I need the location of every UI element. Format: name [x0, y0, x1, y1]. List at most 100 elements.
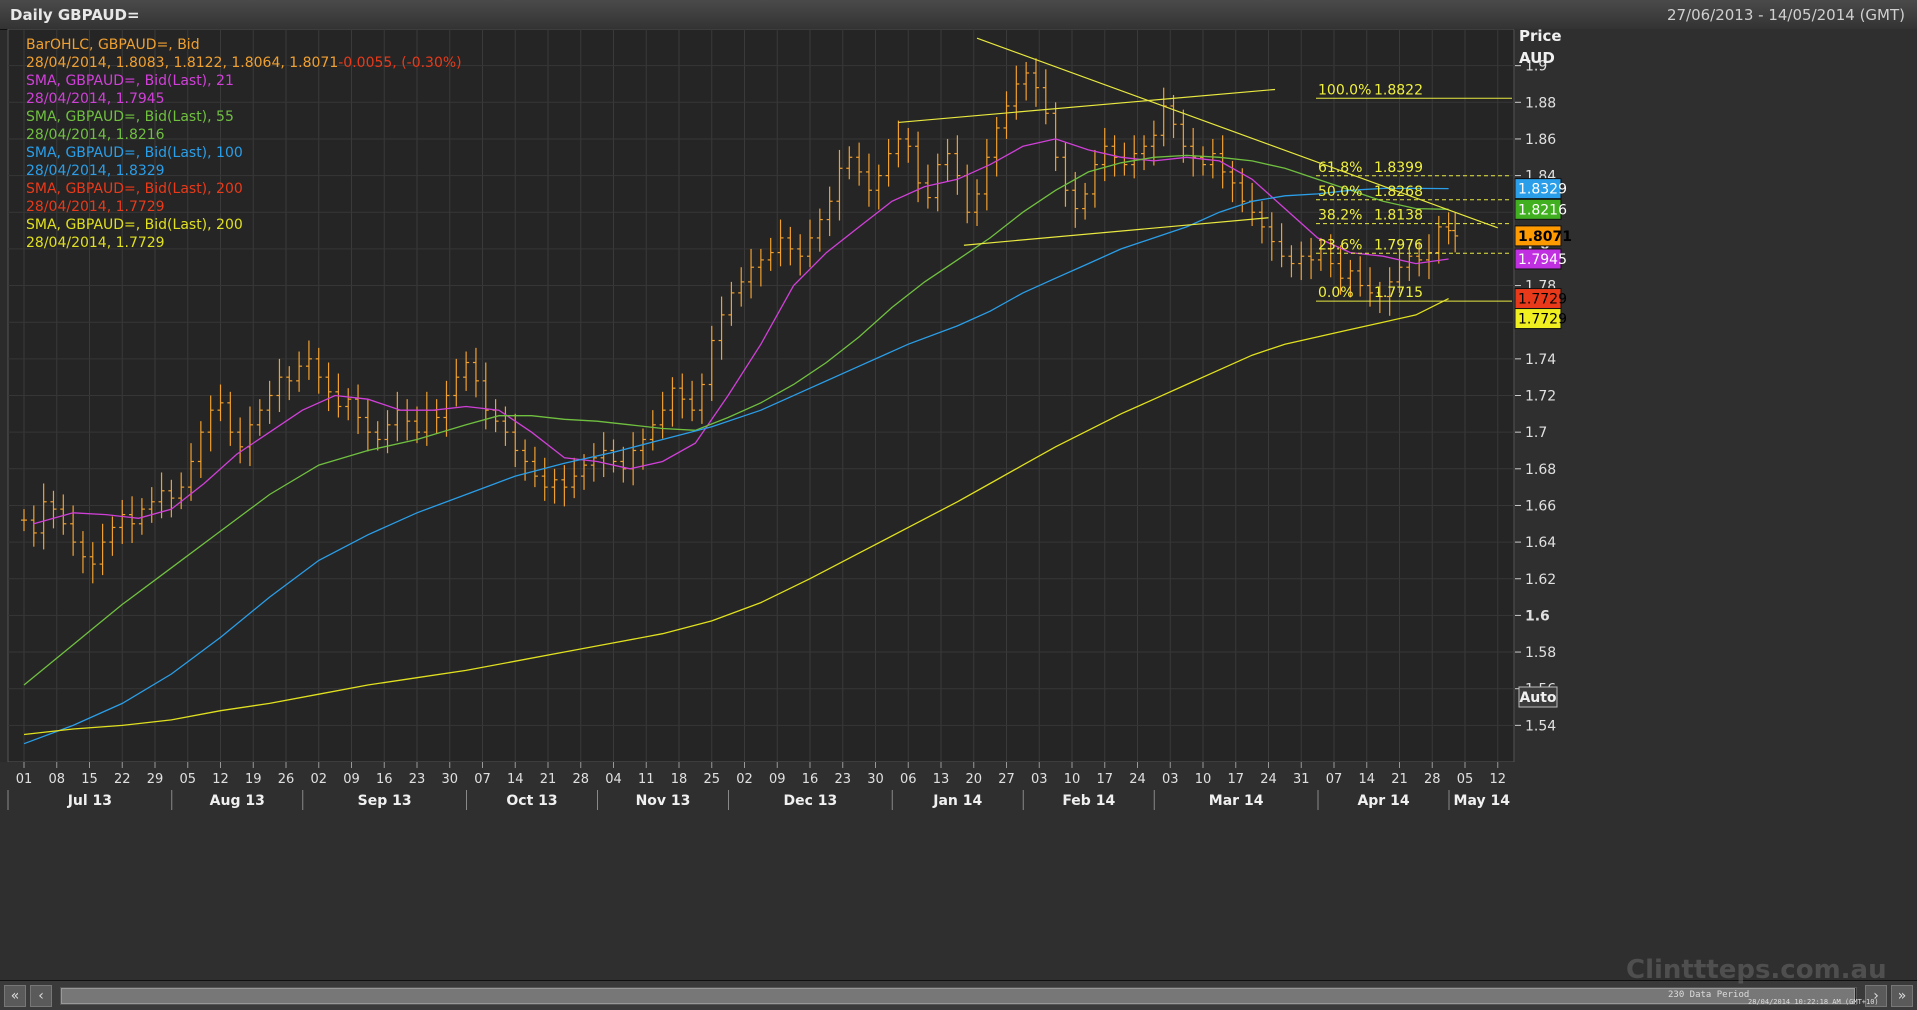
x-day-label: 11 — [638, 772, 655, 787]
x-month-label: Mar 14 — [1209, 793, 1264, 809]
legend-name: SMA, GBPAUD=, Bid(Last), 200 — [26, 217, 243, 233]
x-day-label: 08 — [48, 772, 65, 787]
x-day-label: 23 — [834, 772, 851, 787]
x-month-label: Feb 14 — [1062, 793, 1115, 809]
price-axis-unit: AUD — [1519, 49, 1555, 67]
legend-value: 28/04/2014, 1.8329 — [26, 163, 165, 179]
fib-label: 23.6% — [1318, 237, 1362, 253]
x-month-label: Aug 13 — [210, 793, 265, 809]
x-day-label: 02 — [310, 772, 327, 787]
sma-series-line — [23, 298, 1449, 736]
time-scrollbar[interactable]: « ‹ › » 230 Data Period 28/04/2014 10:22… — [0, 980, 1917, 1010]
price-tag — [1514, 308, 1562, 330]
auto-button[interactable]: Auto — [1518, 686, 1558, 708]
fib-value: 1.8822 — [1374, 82, 1423, 98]
x-day-label: 09 — [769, 772, 786, 787]
x-day-label: 27 — [998, 772, 1015, 787]
legend-name: SMA, GBPAUD=, Bid(Last), 55 — [26, 109, 234, 125]
fibonacci-levels: 100.0%1.882261.8%1.839950.0%1.826838.2%1… — [1316, 82, 1512, 302]
x-day-label: 29 — [147, 772, 164, 787]
sma-series-line — [33, 138, 1449, 525]
y-tick-label: 1.6 — [1525, 608, 1550, 624]
x-month-label: Jan 14 — [932, 793, 982, 809]
x-day-label: 17 — [1227, 772, 1244, 787]
grid-lines — [8, 29, 1514, 762]
x-day-label: 30 — [441, 772, 458, 787]
data-period-status: 230 Data Period — [1668, 990, 1750, 1000]
y-tick-label: 1.74 — [1525, 352, 1556, 368]
fib-label: 61.8% — [1318, 160, 1362, 176]
sma-series-line — [23, 154, 1449, 686]
sma-series-line — [23, 187, 1449, 745]
x-tick-labels: 01 08 15 22 29 05 12 19 26 02 09 16 23 30 07 14 21 28 04 11… — [7, 762, 1511, 810]
x-day-label: 13 — [933, 772, 950, 787]
time-axis — [0, 762, 1917, 980]
price-chart[interactable]: 1.541.561.581.61.621.641.661.681.71.721.… — [0, 29, 1917, 980]
x-day-label: 02 — [736, 772, 753, 787]
x-day-label: 26 — [278, 772, 295, 787]
price-axis — [1515, 29, 1917, 789]
scroll-prev-button[interactable]: ‹ — [30, 985, 52, 1007]
x-day-label: 20 — [965, 772, 982, 787]
price-tag — [1514, 198, 1562, 220]
y-tick-label: 1.7 — [1525, 425, 1547, 441]
x-day-label: 12 — [1489, 772, 1506, 787]
x-day-label: 21 — [540, 772, 557, 787]
x-day-label: 09 — [343, 772, 360, 787]
price-tag-label: 1.7729 — [1518, 292, 1567, 308]
price-tag — [1514, 178, 1562, 200]
price-tag — [1514, 225, 1562, 247]
x-day-label: 19 — [245, 772, 262, 787]
price-axis-title: Price — [1519, 29, 1562, 45]
fib-value: 1.7976 — [1374, 237, 1423, 253]
x-day-label: 28 — [572, 772, 589, 787]
y-tick-label: 1.62 — [1525, 572, 1556, 588]
price-tag — [1514, 248, 1562, 270]
x-day-label: 06 — [900, 772, 917, 787]
x-day-label: 25 — [703, 772, 720, 787]
scroll-track[interactable] — [60, 987, 1857, 1005]
price-tags: 1.8329 1.8216 1.8071 1.7945 1.7729 1.7729 — [1514, 178, 1572, 330]
y-tick-label: 1.9 — [1525, 59, 1547, 75]
x-day-label: 30 — [867, 772, 884, 787]
x-day-label: 14 — [507, 772, 524, 787]
legend: BarOHLC, GBPAUD=, Bid 28/04/2014, 1.8083,… — [26, 37, 462, 251]
x-month-label: Jul 13 — [67, 793, 112, 809]
chart-title: Daily GBPAUD= — [10, 6, 140, 24]
x-day-label: 10 — [1195, 772, 1212, 787]
legend-name: SMA, GBPAUD=, Bid(Last), 21 — [26, 73, 234, 89]
fib-label: 50.0% — [1318, 184, 1362, 200]
y-tick-label: 1.86 — [1525, 132, 1556, 148]
x-day-label: 21 — [1391, 772, 1408, 787]
ohlc-bars — [21, 58, 1459, 584]
price-tag-label: 1.7945 — [1518, 252, 1567, 268]
x-day-label: 17 — [1096, 772, 1113, 787]
x-day-label: 05 — [179, 772, 196, 787]
fib-value: 1.8138 — [1374, 208, 1423, 224]
scroll-next-button[interactable]: › — [1865, 985, 1887, 1007]
trendline — [976, 37, 1498, 229]
x-day-label: 18 — [671, 772, 688, 787]
legend-value: 28/04/2014, 1.7945 — [26, 91, 165, 107]
auto-button-label: Auto — [1519, 690, 1556, 706]
timestamp-status: 28/04/2014 10:22:18 AM (GMT+10) — [1748, 998, 1879, 1006]
legend-value: 28/04/2014, 1.8083, 1.8122, 1.8064, 1.80… — [26, 55, 338, 71]
fib-label: 38.2% — [1318, 208, 1362, 224]
watermark-logo: Clinttteps.com.au — [1626, 955, 1887, 985]
scroll-last-button[interactable]: » — [1891, 985, 1913, 1007]
scroll-thumb[interactable] — [61, 988, 1855, 1004]
x-day-label: 10 — [1064, 772, 1081, 787]
title-bar: Daily GBPAUD= 27/06/2013 - 14/05/2014 (G… — [0, 0, 1917, 30]
price-tag-label: 1.8071 — [1518, 229, 1572, 245]
legend-name: BarOHLC, GBPAUD=, Bid — [26, 37, 200, 53]
x-month-label: May 14 — [1454, 793, 1511, 809]
legend-value: 28/04/2014, 1.7729 — [26, 199, 165, 215]
x-day-label: 22 — [114, 772, 131, 787]
x-day-label: 03 — [1031, 772, 1048, 787]
trendline — [898, 88, 1276, 124]
scroll-first-button[interactable]: « — [4, 985, 26, 1007]
fib-label: 100.0% — [1318, 82, 1371, 98]
x-day-label: 05 — [1457, 772, 1474, 787]
price-tag-label: 1.8329 — [1518, 182, 1567, 198]
auto-button-frame[interactable] — [1518, 686, 1558, 708]
